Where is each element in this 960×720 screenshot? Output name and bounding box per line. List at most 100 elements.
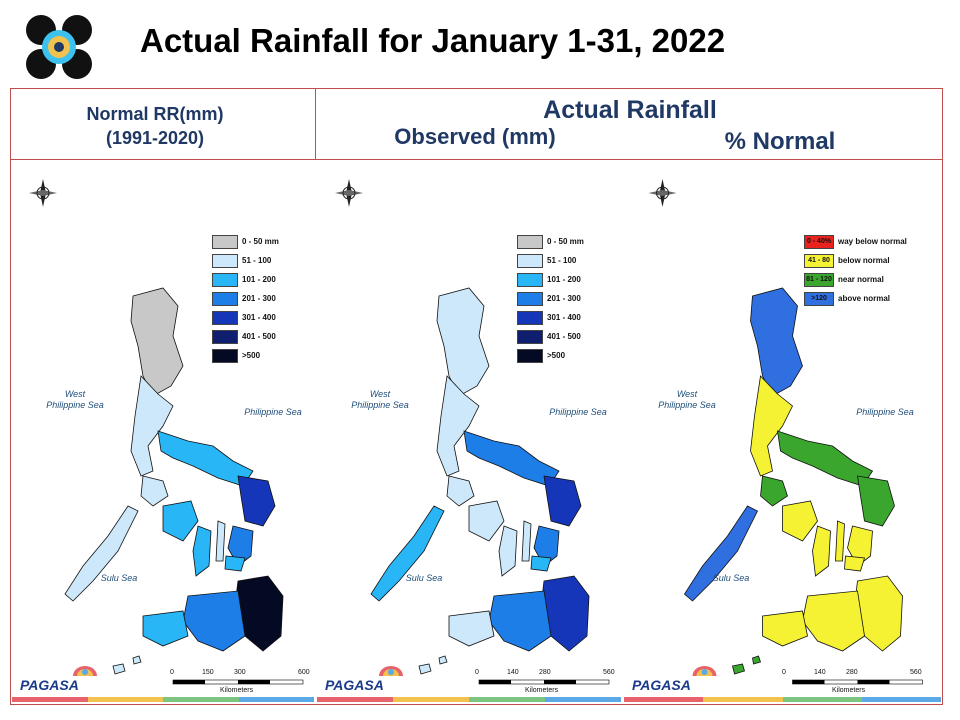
legend-label: way below normal <box>838 237 907 247</box>
legend-swatch <box>212 273 238 287</box>
legend-swatch <box>212 311 238 325</box>
legend-label: 301 - 400 <box>547 313 581 323</box>
legend-swatch: >120 <box>804 292 834 306</box>
scale-tick-label: 600 <box>298 669 310 676</box>
island-mindanao-central <box>182 590 246 652</box>
island-panay <box>468 500 505 542</box>
footer-stripe <box>163 697 239 702</box>
island-cebu <box>521 520 532 562</box>
island-leyte <box>533 525 560 567</box>
island-negros <box>498 525 518 577</box>
pagasa-logo-text: PAGASA <box>632 677 691 693</box>
pagasa-umbrella-icon <box>692 666 717 676</box>
legend-label: >500 <box>547 351 566 361</box>
compass-rose-icon <box>29 179 57 207</box>
island-luzon-north <box>130 287 184 397</box>
footer-stripe <box>393 697 469 702</box>
footer-stripe <box>469 697 545 702</box>
legend-label: 51 - 100 <box>242 256 272 266</box>
legend-item: 201 - 300 <box>212 292 276 308</box>
pagasa-logo-text: PAGASA <box>20 677 79 693</box>
island-leyte <box>847 525 873 567</box>
sea-label-east: Philippine Sea <box>244 407 302 417</box>
island-sulu-islands <box>732 655 762 675</box>
legend-item: >500 <box>212 349 260 365</box>
legend-swatch <box>517 349 543 363</box>
island-palawan <box>683 505 759 602</box>
map-panel-normal: 0 - 50 mm 51 - 100 101 - 200 201 - 300 301 -… <box>12 161 314 703</box>
legend-item: 41 - 80 below normal <box>804 254 890 270</box>
header-normal-period: (1991-2020) <box>105 128 205 148</box>
legend-item: 101 - 200 <box>517 273 581 289</box>
legend-item: 301 - 400 <box>517 311 581 327</box>
island-palawan <box>64 505 139 602</box>
legend-label: 101 - 200 <box>242 275 276 285</box>
map-panel-observed: 0 - 50 mm 51 - 100 101 - 200 201 - 300 301 -… <box>317 161 621 703</box>
legend-item: 0 - 40% way below normal <box>804 235 907 251</box>
footer-stripe <box>87 697 163 702</box>
legend-label: 51 - 100 <box>547 256 577 266</box>
map-graphic <box>335 179 610 685</box>
footer-stripe <box>317 697 393 702</box>
scale-tick-label: 140 <box>507 669 519 676</box>
map-graphic <box>29 179 304 685</box>
legend-item: 0 - 50 mm <box>212 235 279 251</box>
scale-tick-label: 0 <box>170 669 174 676</box>
island-samar <box>543 475 582 527</box>
header-observed: Observed (mm) <box>394 124 556 149</box>
scale-bar <box>172 679 304 685</box>
legend-label: 0 - 50 mm <box>547 237 584 247</box>
sea-label-sulu: Sulu Sea <box>405 573 443 583</box>
legend-swatch: 41 - 80 <box>804 254 834 268</box>
pagasa-umbrella-icon <box>379 666 403 676</box>
island-mindanao-east <box>540 575 590 652</box>
pagasa-logo-text: PAGASA <box>325 677 384 693</box>
footer-stripe <box>782 697 862 702</box>
island-bohol <box>224 555 246 572</box>
legend-swatch <box>212 254 238 268</box>
legend-swatch <box>517 311 543 325</box>
scale-bar <box>478 679 610 685</box>
legend-swatch <box>212 330 238 344</box>
map-graphic <box>648 179 923 685</box>
island-luzon-central <box>750 375 794 477</box>
island-negros <box>812 525 831 577</box>
scale-tick-label: 300 <box>234 669 246 676</box>
sea-label-west: West Philippine Sea <box>46 389 104 410</box>
page-title: Actual Rainfall for January 1-31, 2022 <box>140 22 726 59</box>
legend-swatch: 0 - 40% <box>804 235 834 249</box>
header-actual-rainfall: Actual Rainfall <box>543 96 717 124</box>
legend-item: >120 above normal <box>804 292 890 308</box>
island-panay <box>162 500 199 542</box>
island-bohol <box>530 555 552 572</box>
island-mindanao-east <box>854 575 903 652</box>
legend-swatch <box>212 235 238 249</box>
scale-unit-label: Kilometers <box>525 687 559 694</box>
header-percent-normal: % Normal <box>724 128 836 155</box>
island-mindoro <box>446 475 475 507</box>
island-luzon-north <box>436 287 490 397</box>
legend-item: 401 - 500 <box>517 330 581 346</box>
panels-frame <box>10 159 943 705</box>
dost-logo-icon <box>24 14 94 80</box>
legend-label: below normal <box>838 256 890 266</box>
legend-item: 0 - 50 mm <box>517 235 584 251</box>
legend-item: 301 - 400 <box>212 311 276 327</box>
island-mindoro <box>760 475 788 507</box>
footer-stripe <box>12 697 88 702</box>
sea-label-east: Philippine Sea <box>549 407 607 417</box>
sea-label-west: West Philippine Sea <box>351 389 409 410</box>
legend-item: 201 - 300 <box>517 292 581 308</box>
sea-label-west: West Philippine Sea <box>658 389 716 410</box>
scale-tick-label: 140 <box>814 669 826 676</box>
island-luzon-north <box>750 287 803 397</box>
legend-item: >500 <box>517 349 565 365</box>
legend-swatch: 81 - 120 <box>804 273 834 287</box>
legend-item: 401 - 500 <box>212 330 276 346</box>
island-samar <box>857 475 895 527</box>
legend-label: 301 - 400 <box>242 313 276 323</box>
island-negros <box>192 525 212 577</box>
legend-swatch <box>517 292 543 306</box>
sea-label-sulu: Sulu Sea <box>100 573 138 583</box>
legend-swatch <box>517 273 543 287</box>
